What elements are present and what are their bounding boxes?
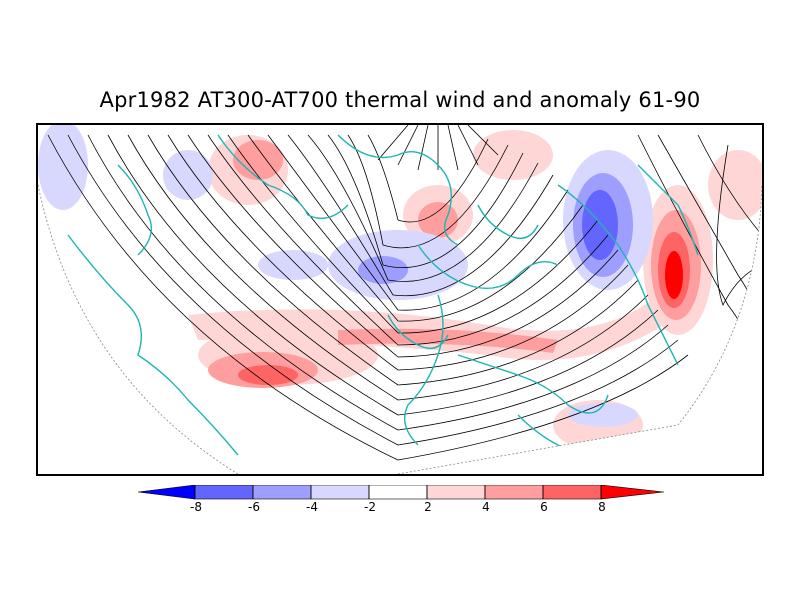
negative-anomaly-west: [38, 125, 88, 210]
anomaly-shading: [38, 125, 762, 450]
colorbar-label: -4: [306, 500, 318, 514]
positive-anomaly-max: [238, 365, 298, 385]
thermal-wind-streamlines: [47, 125, 762, 461]
colorbar-label: -8: [190, 500, 202, 514]
negative-anomaly-mid: [258, 250, 328, 280]
colorbar: [138, 485, 664, 500]
positive-anomaly-arc-core: [338, 328, 558, 353]
colorbar-label: -2: [364, 500, 376, 514]
positive-anomaly-far-east: [708, 150, 762, 220]
positive-anomaly-east-peak: [665, 251, 683, 299]
map-panel: [36, 123, 764, 476]
negative-anomaly-northwest: [163, 150, 213, 200]
colorbar-segment-2-4: [426, 485, 486, 500]
positive-anomaly-northwest-core: [233, 140, 283, 180]
colorbar-segment-4-2: [310, 485, 370, 500]
colorbar-segment-8-6: [194, 485, 254, 500]
map-canvas: [38, 125, 762, 474]
colorbar-segment-neutral: [368, 485, 428, 500]
hemisphere-boundary: [38, 184, 762, 474]
coastlines: [67, 134, 699, 456]
colorbar-segment-gt-8: [600, 485, 664, 500]
colorbar-label: 2: [424, 500, 432, 514]
colorbar-label: 8: [598, 500, 606, 514]
positive-anomaly-top: [473, 130, 553, 180]
colorbar-label: -6: [248, 500, 260, 514]
figure-title: Apr1982 AT300-AT700 thermal wind and ano…: [99, 88, 701, 112]
colorbar-label: 4: [482, 500, 490, 514]
colorbar-segment-6-8: [542, 485, 602, 500]
negative-anomaly-east-max: [582, 190, 618, 260]
colorbar-label: 6: [540, 500, 548, 514]
colorbar-segment-4-6: [484, 485, 544, 500]
negative-anomaly-center-core: [358, 256, 408, 284]
colorbar-segment-lt-8: [138, 485, 196, 500]
colorbar-segment-6-4: [252, 485, 312, 500]
negative-anomaly-south: [568, 403, 638, 427]
